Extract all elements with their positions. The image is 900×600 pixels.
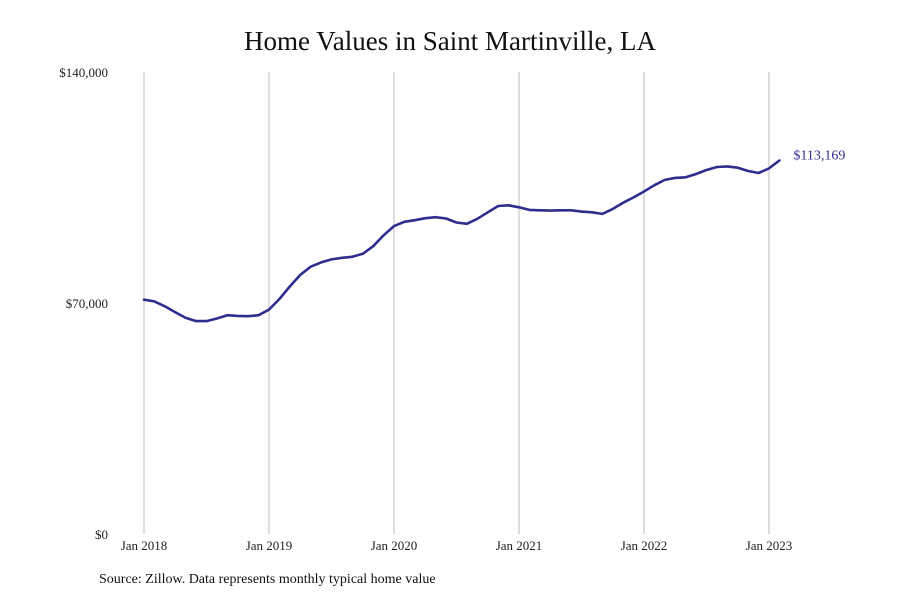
x-tick-label: Jan 2022 xyxy=(621,538,668,553)
y-tick-label: $70,000 xyxy=(66,296,108,311)
y-tick-label: $0 xyxy=(95,527,108,542)
y-tick-label: $140,000 xyxy=(59,65,108,80)
x-tick-label: Jan 2020 xyxy=(371,538,418,553)
home-value-line xyxy=(142,159,781,323)
x-tick-label: Jan 2023 xyxy=(746,538,793,553)
gridlines xyxy=(143,72,770,534)
source-note: Source: Zillow. Data represents monthly … xyxy=(99,572,436,587)
x-axis-ticks: Jan 2018 Jan 2019 Jan 2020 Jan 2021 Jan 2022… xyxy=(121,538,793,553)
x-tick-label: Jan 2019 xyxy=(246,538,293,553)
x-tick-label: Jan 2021 xyxy=(496,538,543,553)
x-tick-label: Jan 2018 xyxy=(121,538,168,553)
chart-title: Home Values in Saint Martinville, LA xyxy=(244,26,656,56)
y-axis-ticks: $0 $70,000 $140,000 xyxy=(59,65,108,542)
last-value-label: $113,169 xyxy=(793,149,845,164)
